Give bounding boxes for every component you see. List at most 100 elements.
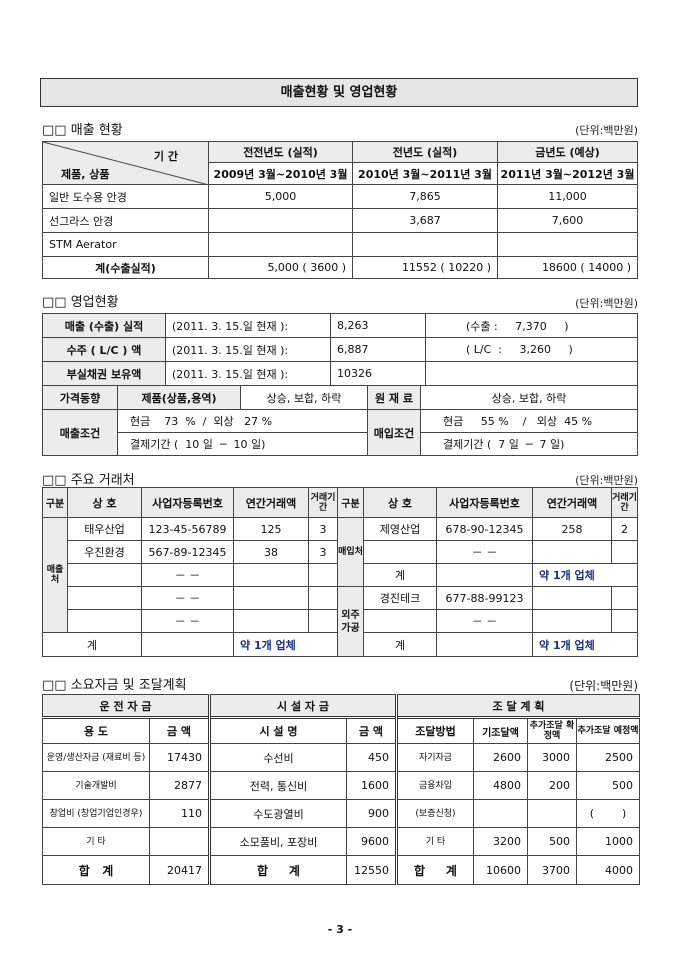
value: 10326 [330,361,426,386]
total-label: 계 [363,632,437,657]
cell: 기술개발비 [42,771,150,800]
cell [473,799,528,828]
cell [141,632,234,657]
cell: 10600 [473,855,528,885]
extra [425,361,638,386]
total-row: 계(수출실적) 5,000 ( 3600 ) 11552 ( 10220 ) 1860… [42,256,638,279]
amount [532,540,612,564]
cell: (보증신청) [396,799,474,828]
cell: 합 계 [42,855,150,885]
biz-number: 678-90-12345 [436,517,533,541]
amount: 258 [532,517,612,541]
cell [497,232,638,257]
product-trend: 상승, 보합, 하락 [240,385,368,410]
amount [233,563,309,587]
cell: 5,000 [208,184,353,209]
price-label: 가격동향 [42,385,118,410]
company [67,609,142,633]
cell: 9600 [346,827,398,856]
period-label: 전년도 (실적) [352,141,498,163]
product-name: 일반 도수용 안경 [42,184,209,209]
count-text: 약 1개 업체 [532,563,638,587]
col-header: 거래기간 [611,487,638,518]
col-header: 기조달액 [473,717,528,744]
cell: 금융차입 [396,771,474,800]
cell [149,827,211,856]
unit-label: (단위:백만원) [575,124,638,137]
cell: ( ) [576,799,640,828]
company: 우진환경 [67,540,142,564]
table-row: 창업비 (창업기업인경우) 110 수도광열비 900 (보증신청) ( ) [42,799,640,828]
table-row: STM Aerator [42,232,638,257]
extra: (수출 : 7,370 ) [425,313,638,338]
cell: 5,000 ( 3600 ) [208,256,353,279]
cell: 500 [576,771,640,800]
cell: 4800 [473,771,528,800]
page-title: 매출현황 및 영업현황 [40,78,638,107]
period [611,540,638,564]
buy-cond-label: 매입조건 [367,409,421,456]
cell [436,632,533,657]
funds-heading: □□ 소요자금 및 조달계획 [42,678,187,693]
cell: 3700 [527,855,577,885]
sales-group-label: 매출처 [42,517,68,633]
cell: 기 타 [42,827,150,856]
cell: 20417 [149,855,211,885]
date: (2011. 3. 15.일 현재 ): [165,361,331,386]
purchase-group-label: 매입처 [337,517,364,587]
sales-cash: 현금 73 % / 외상 27 % [117,409,368,433]
partners-heading: □□ 주요 거래처 [42,473,135,488]
product-label: 제품(상품,용역) [117,385,241,410]
period-label: 전전년도 (실적) [208,141,353,163]
cell: 합 계 [209,855,347,885]
value: 8,263 [330,313,426,338]
cell: 2500 [576,743,640,772]
biz-number: － － [141,586,234,610]
cell: 3,687 [352,208,498,233]
corner-cell: 기 간 제품, 상품 [42,141,209,185]
cell: 11,000 [497,184,638,209]
group-header: 운 전 자 금 [42,694,211,718]
row-label: 매출 (수출) 실적 [42,313,166,338]
biz-number: － － [436,540,533,564]
table-row: 일반 도수용 안경 5,000 7,865 11,000 [42,184,638,209]
buy-cash: 현금 55 % / 외상 45 % [420,409,638,433]
date: (2011. 3. 15.일 현재 ): [165,337,331,362]
count-text: 약 1개 업체 [233,632,338,657]
corner-period: 기 간 [153,150,178,163]
col-header: 시 설 명 [209,717,347,744]
company [67,563,142,587]
cell: 7,865 [352,184,498,209]
biz-number: 677-88-99123 [436,586,533,610]
unit-label: (단위:백만원) [575,297,638,310]
cell: 1000 [576,827,640,856]
period-label: 금년도 (예상) [497,141,638,163]
cell: 합 계 [396,855,474,885]
unit-label: (단위:백만원) [575,474,638,487]
col-header: 구분 [42,487,68,518]
conditions-table: 가격동향 제품(상품,용역) 상승, 보합, 하락 원 재 료 상승, 보합, 하락 매… [42,385,638,456]
cell: 운영/생산자금 (재료비 등) [42,743,150,772]
period [308,586,338,610]
company: 태우산업 [67,517,142,541]
cell: 110 [149,799,211,828]
biz-number: － － [141,609,234,633]
cell: 1600 [346,771,398,800]
company [363,540,437,564]
count-text: 약 1개 업체 [532,632,638,657]
period: 2 [611,517,638,541]
col-header: 추가조달 예정액 [576,717,640,744]
cell: 자기자금 [396,743,474,772]
amount [233,586,309,610]
material-trend: 상승, 보합, 하락 [420,385,638,410]
period-range: 2011년 3월~2012년 3월 [497,162,638,185]
total-label: 계(수출실적) [42,256,209,279]
sales-table: 기 간 제품, 상품 전전년도 (실적) 전년도 (실적) 금년도 (예상) 2… [42,141,638,279]
col-header: 거래기간 [308,487,338,518]
amount: 38 [233,540,309,564]
cell: 소모품비, 포장비 [209,827,347,856]
table-row: 기 타 소모품비, 포장비 9600 기 타 3200 500 1000 [42,827,640,856]
cell: 기 타 [396,827,474,856]
period [611,609,638,633]
